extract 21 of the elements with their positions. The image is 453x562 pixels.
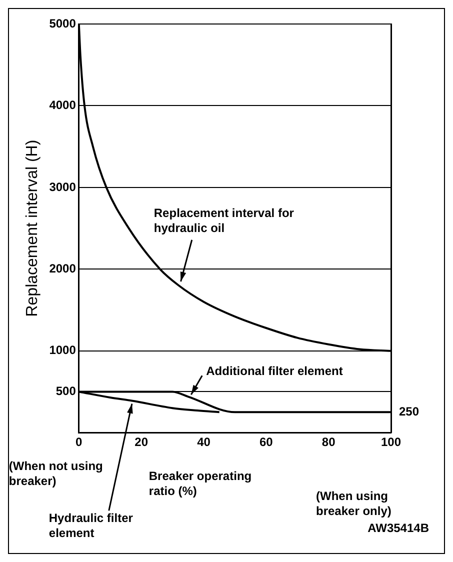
y-tick-label: 3000 [49, 180, 76, 194]
y-tick-label: 2000 [49, 261, 76, 276]
y-tick-label: 5000 [49, 16, 76, 30]
x-tick-label: 0 [76, 435, 83, 450]
text: Hydraulic filter element [48, 510, 134, 540]
y-tick-label: 500 [56, 384, 76, 398]
y-tick-label: 4000 [49, 98, 76, 112]
annotation: 250 [399, 404, 420, 418]
x-tick-label: 60 [259, 435, 274, 450]
y-axis-title: Replacement interval (H) [24, 140, 42, 317]
y-tick-label: 1000 [49, 343, 76, 358]
series-label: Additional filter element [206, 364, 343, 378]
x-tick-label: 20 [134, 435, 148, 450]
text: (When not using breaker) [8, 458, 103, 488]
x-axis-title: Breaker operating ratio (%) [148, 468, 252, 498]
text: (When using breaker only) [316, 488, 392, 518]
x-tick-label: 80 [322, 435, 336, 450]
series-label: Replacement interval for hydraulic oil [154, 206, 294, 236]
x-tick-label: 100 [380, 435, 402, 450]
x-tick-label: 40 [197, 435, 211, 450]
text: AW35414B [368, 520, 430, 535]
